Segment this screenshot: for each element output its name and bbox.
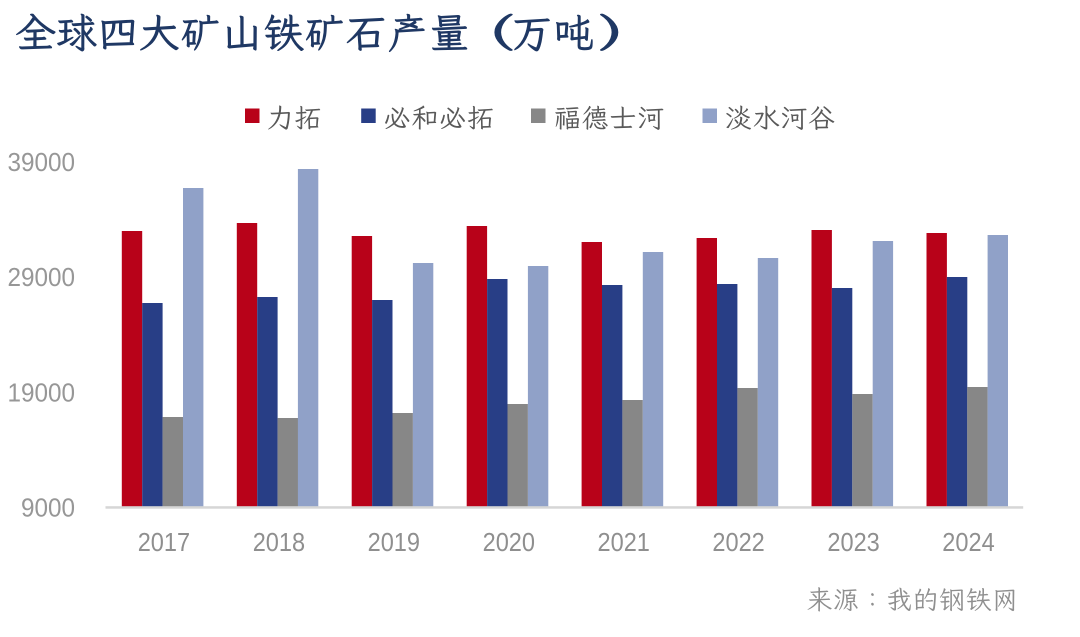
svg-text:2021: 2021 <box>598 529 650 557</box>
svg-text:2019: 2019 <box>368 529 420 557</box>
svg-text:19000: 19000 <box>8 379 76 407</box>
svg-text:2023: 2023 <box>827 529 879 557</box>
svg-text:39000: 39000 <box>8 149 76 177</box>
svg-text:2020: 2020 <box>483 529 535 557</box>
svg-text:2017: 2017 <box>138 529 190 557</box>
svg-text:2024: 2024 <box>942 529 994 557</box>
svg-text:29000: 29000 <box>8 264 76 292</box>
svg-text:2022: 2022 <box>712 529 764 557</box>
svg-text:9000: 9000 <box>21 495 75 523</box>
svg-text:2018: 2018 <box>253 529 305 557</box>
